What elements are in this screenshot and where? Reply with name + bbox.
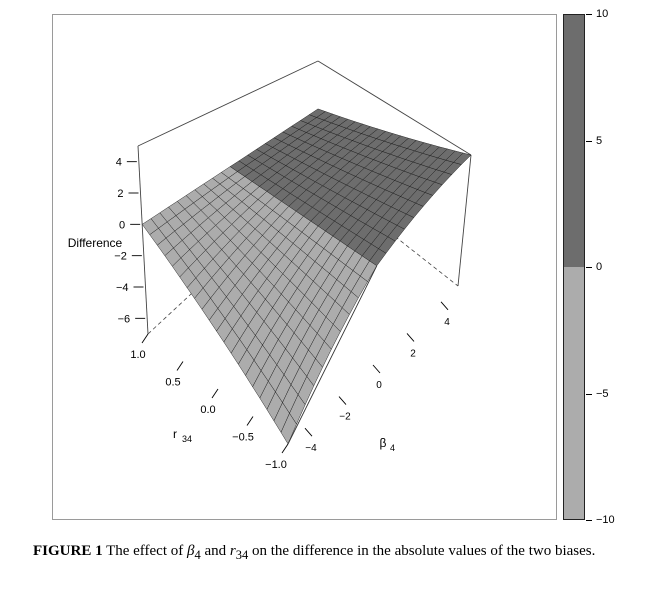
beta4-axis-tick-label: −4 xyxy=(305,443,317,454)
caption-text-after: on the difference in the absolute values… xyxy=(248,543,596,559)
z-axis-tick-label: 2 xyxy=(117,188,123,200)
r34-axis-label-subscript: 34 xyxy=(182,434,192,444)
caption-beta-subscript: 4 xyxy=(194,548,201,562)
beta4-axis-tick-label: 0 xyxy=(376,380,382,391)
r34-axis-tick-label: −0.5 xyxy=(232,432,254,444)
box-edge-front-vertical-lower xyxy=(287,265,378,445)
colorbar-tick xyxy=(586,140,592,142)
colorbar-tick xyxy=(586,14,592,15)
box-edge-top-back xyxy=(317,60,472,156)
z-axis-tick-label: −4 xyxy=(116,282,129,294)
colorbar-positive-segment xyxy=(564,15,584,267)
beta4-axis-tick xyxy=(440,301,449,311)
colorbar-tick xyxy=(586,267,592,268)
caption-text-before: The effect of xyxy=(102,543,187,559)
beta4-axis-label: β xyxy=(380,436,387,450)
box-edge-vertical-left xyxy=(137,145,149,335)
beta4-axis-tick-label: 4 xyxy=(444,317,450,328)
r34-axis-tick xyxy=(281,443,289,454)
beta4-axis-label-subscript: 4 xyxy=(390,443,395,453)
caption-beta-symbol: β xyxy=(187,543,195,559)
colorbar-tick xyxy=(586,393,592,395)
z-axis-tick-label: 4 xyxy=(116,157,122,169)
colorbar-tick-label: 0 xyxy=(596,261,603,273)
surface-mesh xyxy=(141,108,472,445)
r34-axis-tick-label: −1.0 xyxy=(265,459,287,471)
beta4-axis-tick-label: −2 xyxy=(339,412,351,423)
caption-label: FIGURE 1 xyxy=(33,543,103,559)
beta4-axis-tick xyxy=(304,427,313,437)
beta4-axis-tick xyxy=(406,333,415,342)
z-axis-tick-label: 0 xyxy=(119,219,125,231)
caption-text-mid: and xyxy=(200,543,230,559)
r34-axis-tick xyxy=(176,361,184,371)
beta4-axis-tick xyxy=(338,396,347,405)
surface-plot: 4 2 0 −2 −4 −6 Difference 1.0 0.5 0.0 −0.5 −1.0 r 34 −… xyxy=(68,60,472,471)
r34-axis-tick xyxy=(141,333,149,344)
surface-facet xyxy=(280,412,297,445)
r34-axis-tick-label: 0.0 xyxy=(200,404,215,416)
colorbar-tick-label: −10 xyxy=(596,514,615,526)
colorbar xyxy=(563,14,585,520)
r34-axis-label: r xyxy=(173,427,177,441)
box-edge-vertical-back-right xyxy=(457,154,472,287)
z-axis-tick-label: −6 xyxy=(118,313,131,325)
box-edge-floor-left-dashed xyxy=(147,175,319,335)
colorbar-negative-segment xyxy=(564,267,584,519)
figure-caption: FIGURE 1 The effect of β4 and r34 on the… xyxy=(33,541,633,565)
colorbar-tick-label: −5 xyxy=(596,387,609,400)
z-axis-tick-label: −2 xyxy=(114,251,127,263)
z-axis-label: Difference xyxy=(68,236,123,250)
beta4-axis-tick-label: 2 xyxy=(410,348,416,359)
box-edge-top-left xyxy=(137,60,319,147)
caption-r-subscript: 34 xyxy=(235,548,249,562)
plot-area: 4 2 0 −2 −4 −6 Difference 1.0 0.5 0.0 −0.5 −1.0 r 34 −… xyxy=(52,14,557,520)
colorbar-tick-label: 5 xyxy=(596,134,603,147)
r34-axis-tick-label: 1.0 xyxy=(130,349,145,361)
beta4-axis-tick xyxy=(372,364,381,374)
r34-axis-tick xyxy=(246,416,254,426)
r34-axis-tick xyxy=(211,388,219,399)
colorbar-tick-label: 10 xyxy=(596,8,609,20)
colorbar-tick xyxy=(586,520,592,521)
r34-axis-tick-label: 0.5 xyxy=(165,377,180,389)
caption-r-symbol: r xyxy=(229,543,236,559)
